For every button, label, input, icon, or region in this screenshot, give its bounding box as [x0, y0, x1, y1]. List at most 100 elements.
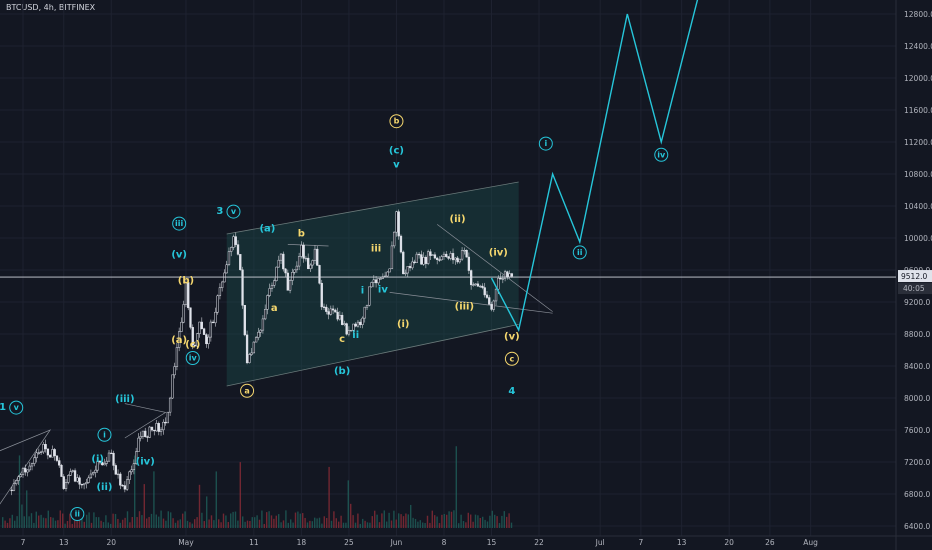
candle-body: [307, 257, 310, 270]
volume-bar: [16, 516, 18, 528]
volume-bar: [114, 513, 117, 528]
volume-bar: [134, 455, 136, 528]
volume-bar: [484, 519, 486, 528]
candle-body: [105, 460, 108, 464]
volume-bar: [446, 514, 448, 528]
volume-bar: [407, 514, 409, 528]
wave-label-circle: [226, 204, 241, 219]
countdown-badge: [898, 283, 932, 295]
candle-body: [313, 248, 317, 261]
volume-bar: [162, 518, 165, 528]
volume-bar: [302, 513, 304, 528]
candle-body: [159, 429, 163, 432]
candle-body: [182, 304, 185, 323]
volume-bar: [150, 513, 153, 528]
wave-label-circle: [172, 216, 187, 231]
y-tick-label: 10800.0: [904, 170, 932, 179]
wave-label: iv: [378, 285, 388, 296]
volume-bar: [438, 523, 441, 528]
volume-bar: [42, 517, 45, 528]
candle-body: [248, 354, 251, 364]
candle-body: [451, 253, 455, 261]
candle-body: [273, 280, 276, 286]
candle-body: [234, 236, 237, 245]
volume-bar: [186, 520, 189, 528]
candle-body: [291, 271, 294, 281]
candle-body: [415, 253, 418, 263]
volume-bar: [299, 513, 301, 528]
candle-body: [440, 256, 443, 261]
candle-body: [497, 277, 500, 290]
candle-body: [28, 465, 31, 471]
wave-label-circle: [70, 507, 85, 521]
candle-body: [87, 477, 90, 483]
candle-body: [327, 311, 330, 315]
x-tick-label: 18: [297, 538, 307, 547]
volume-bar: [395, 519, 397, 528]
volume-bar: [28, 516, 30, 528]
candle-body: [157, 423, 160, 432]
volume-bar: [184, 511, 186, 528]
volume-bar: [6, 522, 9, 528]
volume-bar: [506, 516, 508, 528]
candle-body: [139, 436, 142, 439]
candle-body: [67, 475, 70, 483]
candle-body: [15, 480, 18, 485]
x-tick-label: 8: [442, 538, 447, 547]
volume-bar: [273, 518, 275, 528]
volume-bar: [321, 523, 323, 528]
current-price-value: 9512.0: [901, 272, 927, 281]
candle-body: [19, 474, 22, 478]
candle-body: [114, 465, 117, 475]
y-tick-label: 8000.0: [904, 394, 930, 403]
wave-label: ii: [577, 248, 583, 257]
candle-body: [460, 250, 464, 260]
volume-bar: [354, 522, 357, 528]
triangle-outline: [124, 403, 167, 439]
candle-body: [479, 285, 482, 288]
candle-body: [49, 454, 52, 458]
candle-body: [107, 452, 111, 462]
x-tick-label: 13: [677, 538, 687, 547]
candle-body: [55, 455, 59, 461]
volume-bar: [90, 522, 93, 528]
volume-bar: [390, 520, 393, 528]
candle-body: [207, 336, 210, 345]
volume-bar: [304, 517, 306, 528]
volume-bar: [206, 496, 208, 528]
wedge-lower-line: [389, 292, 553, 314]
candle-body: [275, 266, 278, 281]
candle-body: [488, 297, 491, 305]
candle-body: [318, 265, 321, 284]
wave-label: i: [103, 430, 106, 439]
volume-bar: [158, 516, 160, 528]
candle-body: [214, 311, 217, 324]
candle-body: [370, 282, 373, 288]
wave-label: a: [271, 303, 278, 314]
y-tick-label: 8800.0: [904, 330, 930, 339]
candle-body: [474, 283, 477, 286]
candle-body: [26, 469, 29, 473]
candle-body: [33, 457, 36, 464]
volume-bar: [146, 518, 148, 528]
candle-body: [110, 452, 113, 455]
volume-bar: [311, 521, 313, 528]
candle-body: [483, 287, 486, 296]
volume-bar: [479, 517, 481, 528]
candle-body: [365, 305, 369, 308]
y-tick-label: 12800.0: [904, 10, 932, 19]
candle-body: [175, 347, 179, 367]
volume-bar: [124, 517, 126, 528]
candle-body: [295, 265, 299, 271]
candle-body: [402, 251, 405, 275]
volume-bar: [486, 521, 489, 528]
wave-label: (a): [259, 224, 275, 235]
volume-bar: [424, 523, 426, 528]
volume-bar: [244, 521, 246, 528]
candle-body: [350, 329, 353, 332]
x-tick-label: 25: [344, 538, 354, 547]
candle-body: [356, 321, 360, 327]
candle-body: [499, 277, 502, 280]
volume-bar: [59, 510, 61, 528]
